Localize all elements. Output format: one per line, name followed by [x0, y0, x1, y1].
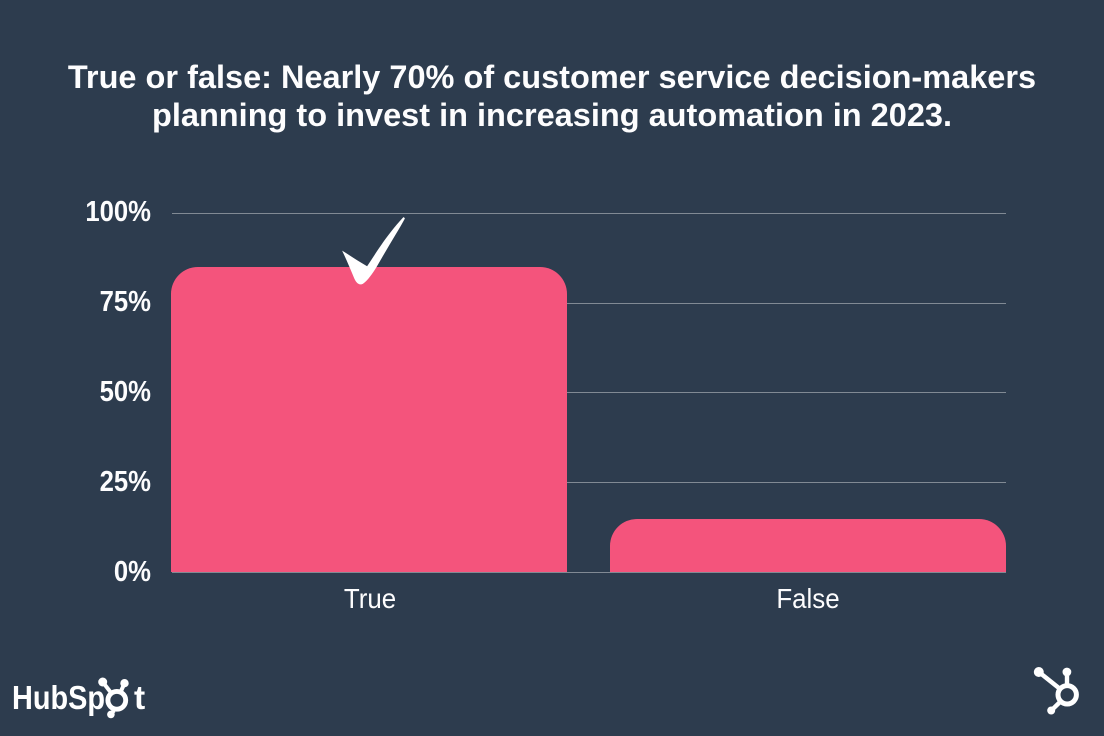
svg-text:HubSp: HubSp	[12, 680, 105, 717]
svg-text:t: t	[134, 680, 145, 717]
